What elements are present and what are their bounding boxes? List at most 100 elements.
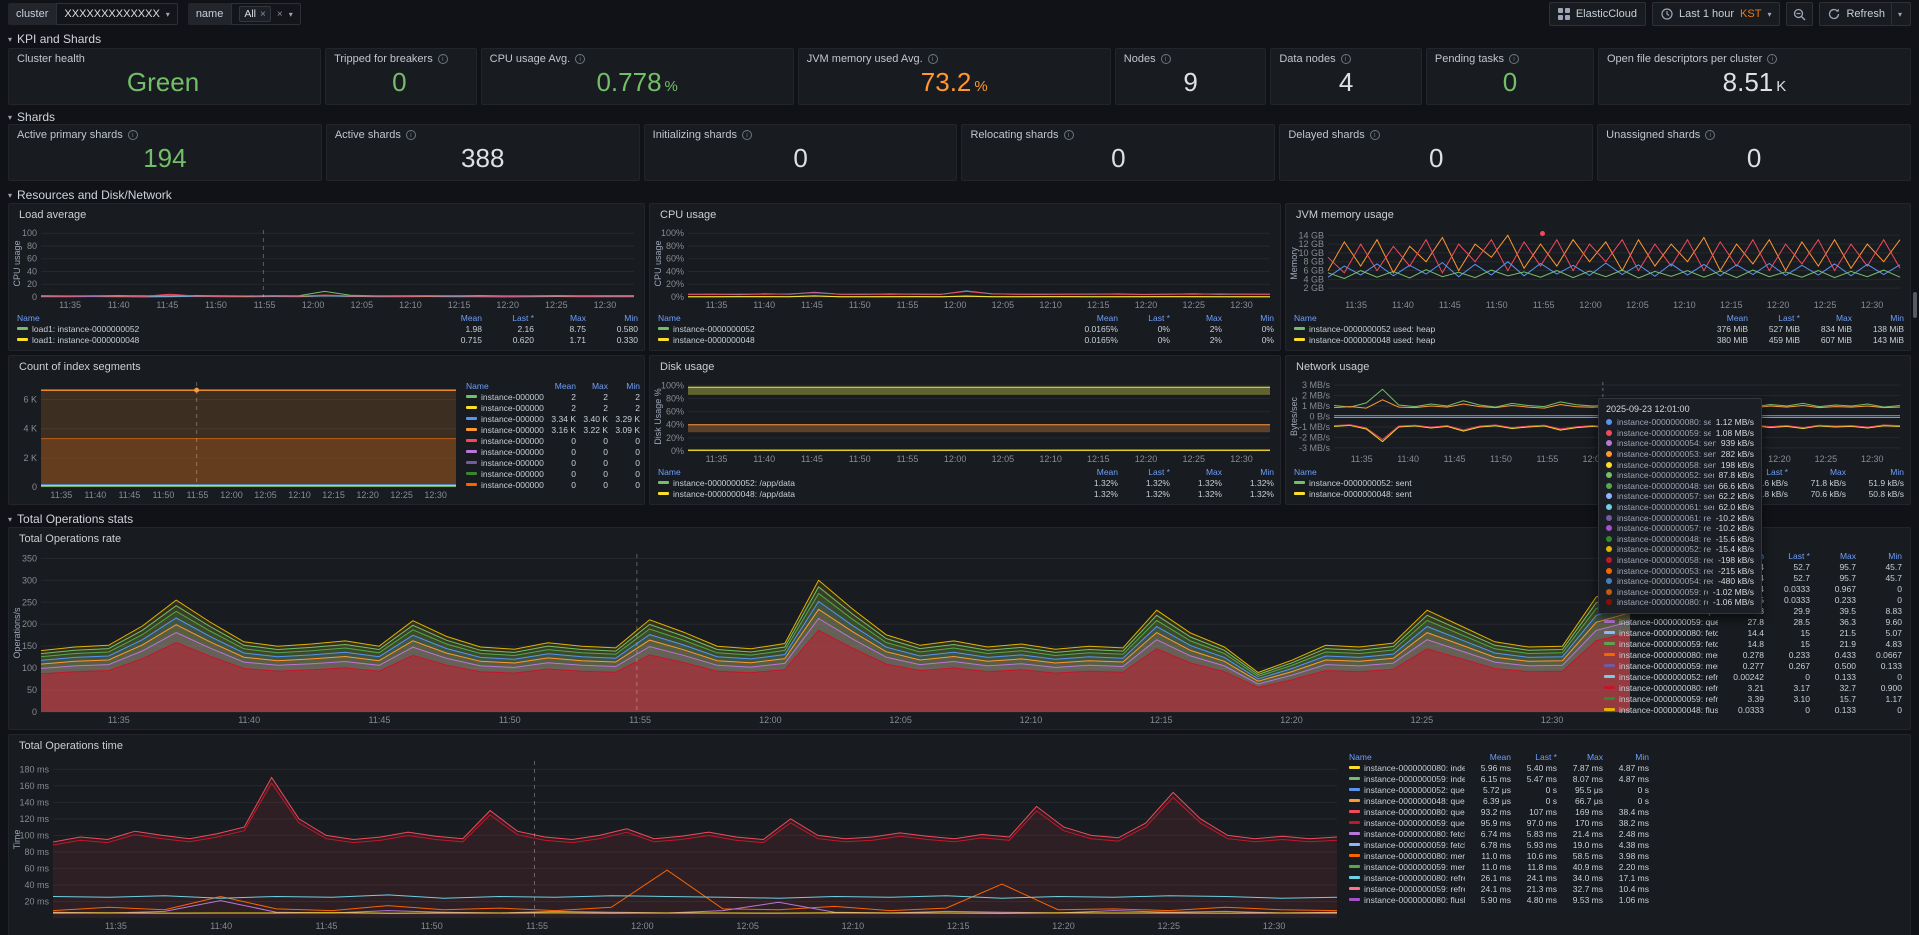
legend-row[interactable]: instance-0000000080 used: heap5.58 GiB7.…	[1294, 345, 1904, 349]
chart-canvas[interactable]: 20 ms 40 ms 60 ms 80 ms 100 ms 120 ms 140 ms 16…	[11, 755, 1345, 931]
panel-title[interactable]: Data nodes	[1279, 53, 1336, 65]
variable-cluster-select[interactable]: XXXXXXXXXXXXX ▾	[56, 3, 178, 25]
variable-name-tag[interactable]: All ×	[239, 6, 271, 22]
legend-row[interactable]: instance-00000000603.34 K3.40 K3.29 K	[466, 413, 640, 424]
row-header-operations[interactable]: ▾ Total Operations stats	[8, 512, 134, 526]
panel-title[interactable]: Unassigned shards	[1606, 129, 1701, 141]
info-icon[interactable]: i	[1340, 54, 1351, 64]
legend-row[interactable]: instance-0000000059: query 27.8 28.5 36.3 9.…	[1604, 616, 1902, 627]
row-header-resources[interactable]: ▾ Resources and Disk/Network	[8, 188, 172, 202]
panel-title[interactable]: JVM memory usage	[1296, 209, 1394, 221]
legend-row[interactable]: instance-0000000048: flush 0.0333 0 0.133 0	[1604, 704, 1902, 715]
panel-title[interactable]: Active shards	[334, 129, 401, 141]
panel-title[interactable]: Pending tasks	[1434, 53, 1505, 65]
panel-title[interactable]: CPU usage Avg.	[489, 53, 571, 65]
legend-row[interactable]: instance-0000000057000	[466, 446, 640, 457]
elasticcloud-button[interactable]: ElasticCloud	[1548, 2, 1646, 26]
refresh-button[interactable]: Refresh ▾	[1819, 2, 1911, 26]
legend-row[interactable]: instance-0000000080: query 93.2 ms 107 ms 1…	[1349, 806, 1649, 817]
legend-row[interactable]: instance-0000000080: indexing5.96 ms5.40…	[1349, 762, 1649, 773]
remove-tag-icon[interactable]: ×	[260, 8, 266, 20]
legend-row[interactable]: instance-0000000059: merges0.2770.2670.5…	[1604, 660, 1902, 671]
info-icon[interactable]: i	[437, 54, 448, 64]
legend-row[interactable]: instance-0000000048222	[466, 402, 640, 413]
panel-title[interactable]: Open file descriptors per cluster	[1606, 53, 1763, 65]
info-icon[interactable]: i	[405, 130, 416, 140]
panel-title[interactable]: Active primary shards	[17, 129, 123, 141]
panel-title[interactable]: CPU usage	[660, 209, 717, 221]
variable-name-select[interactable]: All × × ▾	[231, 3, 301, 25]
legend-row[interactable]: instance-0000000080: fetch 14.4 15 21.5 5.07	[1604, 627, 1902, 638]
legend-row[interactable]: instance-0000000060: /app/data33.5%33.5%…	[658, 499, 1274, 503]
legend-row[interactable]: instance-0000000058000	[466, 479, 640, 490]
info-icon[interactable]: i	[927, 54, 938, 64]
legend-row[interactable]: instance-0000000059: fetch 14.8 15 21.9 4.83	[1604, 638, 1902, 649]
panel-title[interactable]: Count of index segments	[19, 361, 141, 373]
panel-title[interactable]: Total Operations time	[19, 740, 123, 752]
chart-canvas[interactable]: 0% 20% 40% 60% 80% 100% 11:35 11:40 11:45 11:50 11…	[652, 376, 1278, 464]
legend-row[interactable]: instance-0000000052: /app/data 1.32% 1.32%…	[658, 477, 1274, 488]
legend-row[interactable]: instance-0000000048: /app/data 1.32% 1.32%…	[658, 488, 1274, 499]
chart-canvas[interactable]: 0 2 K 4 K 6 K 11:35 11:40 11:45 11:50 11:55 12:00…	[11, 376, 464, 500]
info-icon[interactable]: i	[1063, 130, 1074, 140]
time-range-picker[interactable]: Last 1 hour KST ▾	[1651, 2, 1781, 26]
legend-row[interactable]: instance-0000000048: query 6.39 μs 0 s 66.7…	[1349, 795, 1649, 806]
chart-canvas[interactable]: 2 GB 4 GB 6 GB 8 GB 10 GB 12 GB 14 GB 11:35 11:4…	[1288, 224, 1908, 310]
legend-row[interactable]: instance-0000000059: refresh24.1 ms21.3 …	[1349, 883, 1649, 894]
legend-row[interactable]: instance-0000000080000	[466, 468, 640, 479]
legend-row[interactable]: instance-0000000048 used: heap 380 MiB 459…	[1294, 334, 1904, 345]
panel-title[interactable]: Tripped for breakers	[334, 53, 433, 65]
legend-row[interactable]: instance-00000000804.37%4%6%3%	[658, 345, 1274, 349]
legend-row[interactable]: load1: instance-0000000052 1.98 2.16 8.75 0.…	[17, 323, 638, 334]
legend-row[interactable]: load1: instance-00000000600.9180.9302.08…	[17, 345, 638, 349]
row-header-shards[interactable]: ▾ Shards	[8, 110, 56, 124]
legend-row[interactable]: instance-0000000052 used: heap 376 MiB 527…	[1294, 323, 1904, 334]
info-icon[interactable]: i	[1369, 130, 1380, 140]
chart-canvas[interactable]: 0% 20% 40% 60% 80% 100% 11:35 11:40 11:45 11:50 11…	[652, 224, 1278, 310]
panel-title[interactable]: Nodes	[1123, 53, 1156, 65]
legend-row[interactable]: instance-0000000048 0.0165% 0% 2% 0%	[658, 334, 1274, 345]
info-icon[interactable]: i	[1705, 130, 1716, 140]
info-icon[interactable]: i	[1767, 54, 1778, 64]
panel-title[interactable]: Disk usage	[660, 361, 715, 373]
legend-row[interactable]: instance-0000000080: merges0.2780.2330.4…	[1604, 649, 1902, 660]
legend-row[interactable]: instance-0000000080: fetch 6.74 ms 5.83 ms…	[1349, 828, 1649, 839]
info-icon[interactable]: i	[127, 130, 138, 140]
row-header-kpi[interactable]: ▾ KPI and Shards	[8, 32, 102, 46]
legend-row[interactable]: instance-0000000059: query 95.9 ms 97.0 ms…	[1349, 817, 1649, 828]
legend-row[interactable]: instance-0000000080: refresh26.1 ms24.1 …	[1349, 872, 1649, 883]
panel-title[interactable]: Cluster health	[17, 53, 85, 65]
legend-row[interactable]: instance-0000000059: refresh3.393.1015.7…	[1604, 693, 1902, 704]
clear-selection-icon[interactable]: ×	[276, 8, 283, 20]
legend-row[interactable]: instance-0000000080: flush 5.90 ms 4.80 ms…	[1349, 894, 1649, 905]
chart-canvas[interactable]: 0 20 40 60 80 100 11:35 11:40 11:45 11:50 11:55 12:…	[11, 224, 642, 310]
zoom-out-button[interactable]	[1786, 2, 1814, 26]
panel-title[interactable]: Relocating shards	[970, 129, 1059, 141]
panel-title[interactable]: Load average	[19, 209, 87, 221]
info-icon[interactable]: i	[742, 130, 753, 140]
panel-title[interactable]: Initializing shards	[652, 129, 738, 141]
chart-canvas[interactable]: 0 50 100 150 200 250 300 350 11:35 11:40 11:45 11:5…	[11, 548, 1638, 725]
info-icon[interactable]: i	[1160, 54, 1171, 64]
legend-row[interactable]: instance-0000000052222	[466, 391, 640, 402]
info-icon[interactable]: i	[1509, 54, 1520, 64]
refresh-interval-dropdown[interactable]: ▾	[1890, 3, 1902, 25]
panel-title[interactable]: Total Operations rate	[19, 533, 122, 545]
page-scrollbar-thumb[interactable]	[1913, 292, 1917, 318]
legend-row[interactable]: instance-0000000052: refresh0.0024200.13…	[1604, 671, 1902, 682]
legend-row[interactable]: instance-0000000059: fetch 6.78 ms 5.93 ms…	[1349, 839, 1649, 850]
legend-row[interactable]: instance-0000000059: indexing6.15 ms5.47…	[1349, 773, 1649, 784]
legend-row[interactable]: instance-0000000080: refresh3.213.1732.7…	[1604, 682, 1902, 693]
legend-row[interactable]: instance-00000000593.16 K3.22 K3.09 K	[466, 424, 640, 435]
panel-title[interactable]: JVM memory used Avg.	[806, 53, 923, 65]
legend-row[interactable]: instance-0000000054000	[466, 457, 640, 468]
legend-row[interactable]: instance-0000000061000	[466, 435, 640, 446]
panel-title[interactable]: Network usage	[1296, 361, 1370, 373]
legend-row[interactable]: instance-0000000052 0.0165% 0% 2% 0%	[658, 323, 1274, 334]
panel-title[interactable]: Delayed shards	[1288, 129, 1365, 141]
info-icon[interactable]: i	[575, 54, 586, 64]
legend-row[interactable]: instance-0000000052: query 5.72 μs 0 s 95.5…	[1349, 784, 1649, 795]
legend-row[interactable]: load1: instance-0000000048 0.715 0.620 1.71…	[17, 334, 638, 345]
